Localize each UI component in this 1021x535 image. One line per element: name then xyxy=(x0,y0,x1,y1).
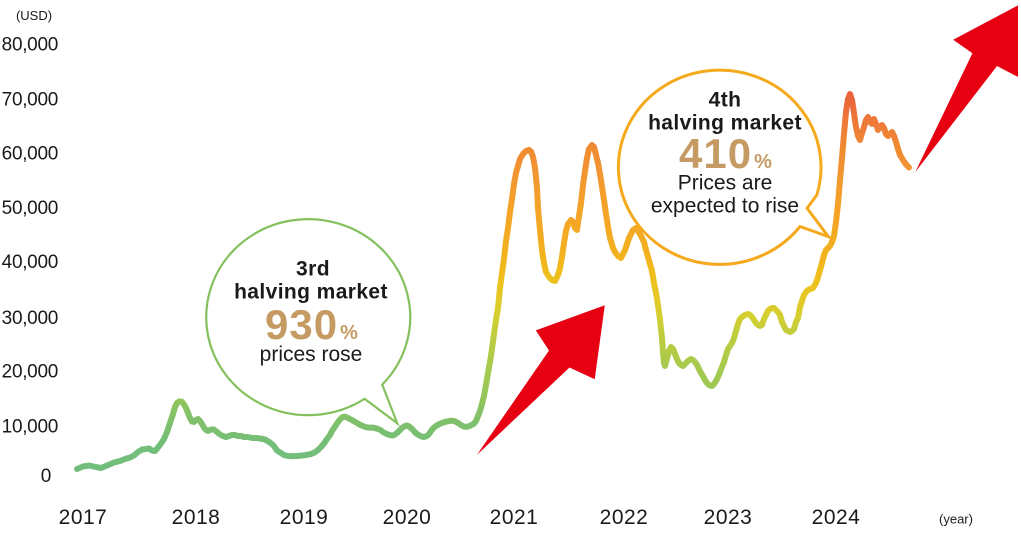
svg-text:20,000: 20,000 xyxy=(2,362,58,383)
svg-text:(USD): (USD) xyxy=(16,8,52,23)
svg-text:4th: 4th xyxy=(709,88,742,111)
svg-text:Prices are: Prices are xyxy=(678,171,773,194)
svg-text:prices rose: prices rose xyxy=(260,343,363,366)
svg-text:2019: 2019 xyxy=(280,506,329,529)
svg-text:2021: 2021 xyxy=(490,506,539,529)
svg-text:0: 0 xyxy=(41,466,51,487)
svg-text:(year): (year) xyxy=(939,512,973,527)
svg-text:halving market: halving market xyxy=(234,280,388,303)
svg-text:60,000: 60,000 xyxy=(2,144,58,165)
svg-text:2018: 2018 xyxy=(172,506,221,529)
svg-text:2020: 2020 xyxy=(383,506,432,529)
svg-text:50,000: 50,000 xyxy=(2,198,58,219)
svg-text:expected to rise: expected to rise xyxy=(651,194,799,217)
svg-text:10,000: 10,000 xyxy=(2,417,58,438)
svg-text:3rd: 3rd xyxy=(296,257,330,280)
svg-text:2023: 2023 xyxy=(704,506,753,529)
svg-text:halving market: halving market xyxy=(648,111,802,134)
svg-text:2022: 2022 xyxy=(600,506,649,529)
svg-text:2017: 2017 xyxy=(59,506,108,529)
svg-text:70,000: 70,000 xyxy=(2,89,58,110)
svg-text:30,000: 30,000 xyxy=(2,308,58,329)
svg-text:2024: 2024 xyxy=(812,506,861,529)
svg-text:80,000: 80,000 xyxy=(2,35,58,56)
svg-text:40,000: 40,000 xyxy=(2,252,58,273)
